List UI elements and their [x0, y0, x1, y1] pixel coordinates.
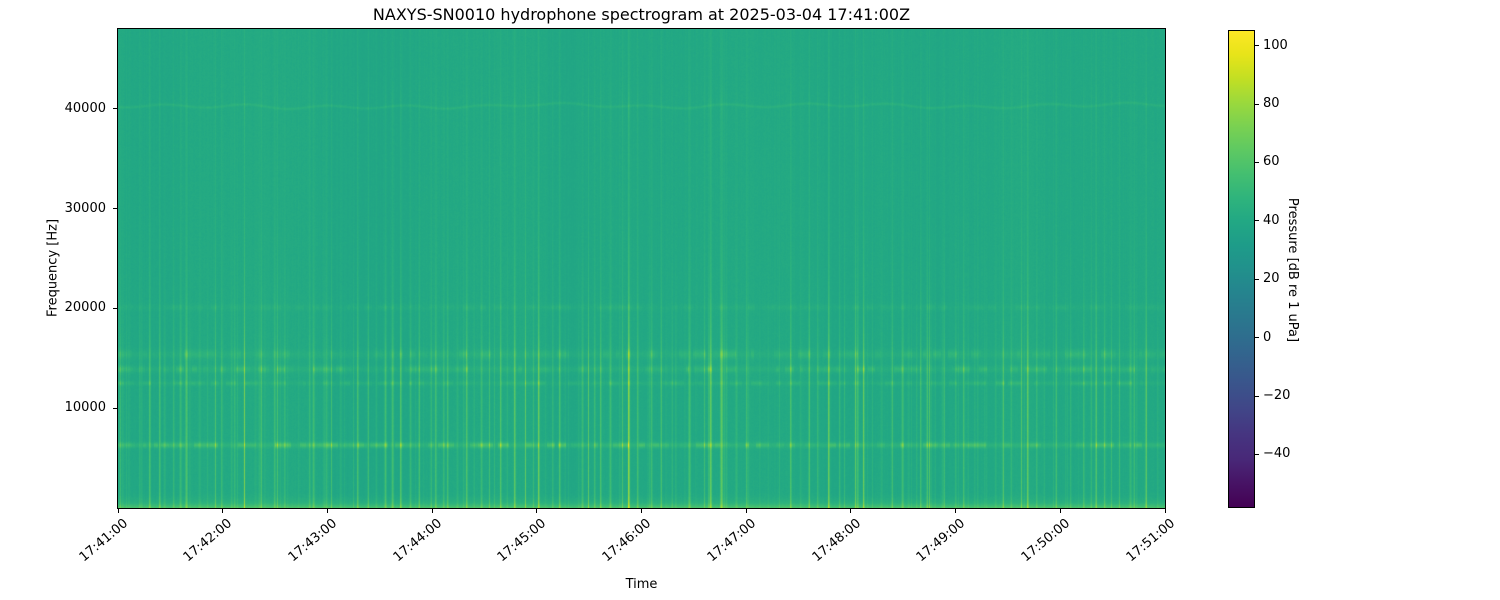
x-tick-label: 17:42:00: [180, 516, 236, 566]
y-axis-label: Frequency [Hz]: [45, 218, 61, 318]
colorbar-tick-label: 80: [1263, 96, 1280, 111]
colorbar-tick-mark: [1255, 453, 1259, 455]
y-tick-label: 40000: [64, 100, 106, 116]
colorbar-tick-mark: [1255, 278, 1259, 280]
y-tick-mark: [113, 108, 117, 110]
colorbar-label: Pressure [dB re 1 uPa]: [1285, 197, 1300, 343]
x-tick-mark: [431, 509, 433, 513]
x-tick-mark: [536, 509, 538, 513]
colorbar-tick-label: −40: [1263, 446, 1291, 462]
x-tick-mark: [117, 509, 119, 513]
y-tick-mark: [113, 307, 117, 309]
y-tick-label: 20000: [64, 300, 106, 316]
x-tick-label: 17:48:00: [809, 516, 864, 566]
x-tick-label: 17:41:00: [76, 516, 131, 566]
x-tick-label: 17:46:00: [599, 516, 655, 566]
colorbar-tick-label: 40: [1263, 212, 1280, 228]
x-tick-mark: [955, 509, 957, 513]
colorbar-tick-label: −20: [1263, 388, 1291, 404]
colorbar-gradient: [1229, 31, 1254, 507]
x-axis-label: Time: [625, 577, 658, 592]
plot-title: NAXYS-SN0010 hydrophone spectrogram at 2…: [372, 5, 911, 24]
x-tick-mark: [745, 509, 747, 513]
colorbar-tick-mark: [1255, 45, 1259, 47]
x-tick-mark: [326, 509, 328, 513]
colorbar-tick-label: 0: [1263, 329, 1272, 345]
x-tick-label: 17:44:00: [390, 516, 445, 566]
colorbar-tick-mark: [1255, 161, 1259, 163]
x-tick-mark: [222, 509, 224, 513]
x-tick-label: 17:47:00: [704, 516, 759, 566]
spectrogram-image: [118, 29, 1165, 508]
colorbar-tick-label: 20: [1263, 271, 1280, 287]
colorbar: [1228, 30, 1255, 508]
colorbar-tick-label: 60: [1263, 154, 1280, 170]
x-tick-label: 17:43:00: [285, 516, 341, 566]
x-tick-mark: [850, 509, 852, 513]
colorbar-tick-mark: [1255, 395, 1259, 397]
colorbar-tick-mark: [1255, 337, 1259, 339]
spectrogram-plot: [117, 28, 1166, 509]
x-tick-label: 17:49:00: [913, 516, 969, 566]
y-tick-label: 10000: [64, 400, 106, 416]
x-tick-mark: [1164, 509, 1166, 513]
x-tick-label: 17:45:00: [495, 516, 550, 566]
y-tick-label: 30000: [64, 200, 106, 216]
colorbar-tick-mark: [1255, 220, 1259, 222]
colorbar-tick-label: 100: [1263, 37, 1288, 53]
colorbar-tick-mark: [1255, 103, 1259, 105]
x-tick-label: 17:50:00: [1018, 516, 1073, 566]
y-tick-mark: [113, 208, 117, 210]
x-tick-mark: [1059, 509, 1061, 513]
y-tick-mark: [113, 407, 117, 409]
x-tick-mark: [641, 509, 642, 513]
x-tick-label: 17:51:00: [1123, 516, 1178, 566]
